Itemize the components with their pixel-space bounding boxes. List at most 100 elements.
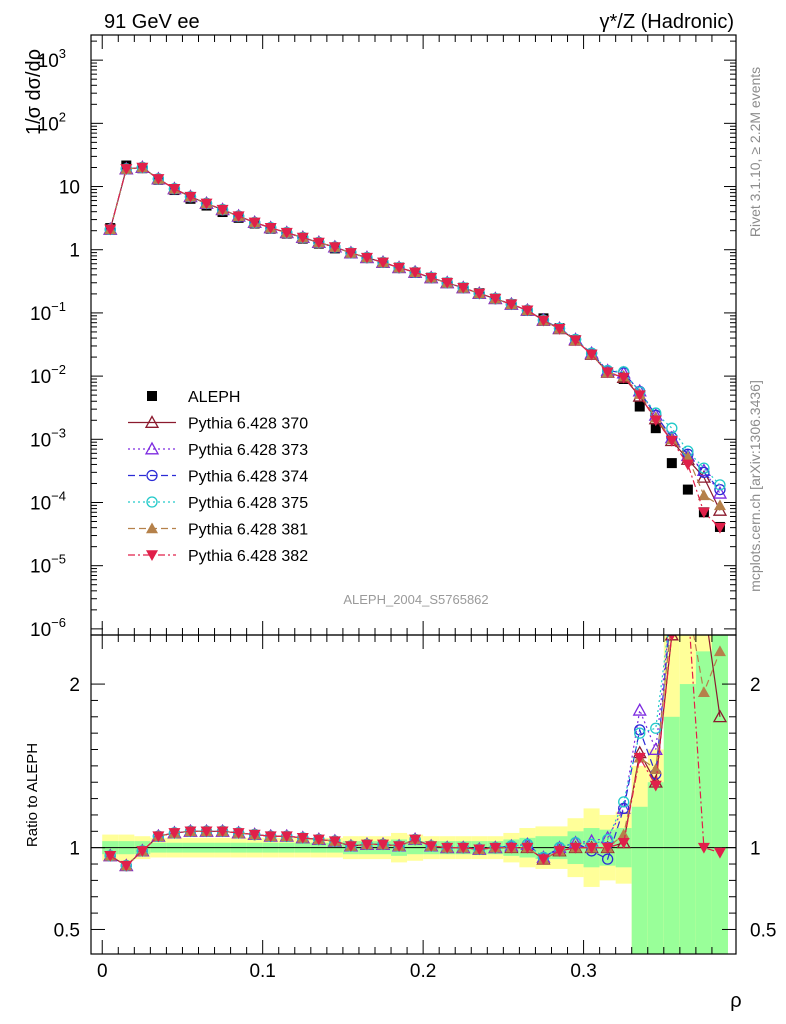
- ratio-data-point: [457, 842, 470, 854]
- ratio-panel-series: [103, 635, 728, 872]
- legend-marker: [146, 550, 158, 561]
- green-band-bin: [679, 684, 696, 954]
- data-point: [650, 423, 661, 434]
- ratio-panel-ticks: 0 0.1 0.2 0.3 0.5 0.5 1 1 2 2: [54, 635, 776, 982]
- data-point: [360, 252, 373, 264]
- data-point: [617, 372, 630, 384]
- ratio-series-line: [109, 635, 721, 867]
- y-tick-label: 10−6: [30, 615, 66, 641]
- data-point: [585, 349, 598, 361]
- ratio-data-point: [648, 742, 663, 755]
- data-point: [264, 223, 277, 234]
- data-point: [553, 324, 566, 335]
- ratio-data-point: [248, 829, 261, 841]
- ratio-data-point: [425, 841, 438, 853]
- data-point: [666, 458, 677, 469]
- ratio-data-point: [120, 860, 133, 872]
- ratio-data-point: [377, 839, 390, 851]
- green-band-bin: [695, 651, 712, 954]
- data-point: [634, 401, 645, 412]
- legend: ALEPH Pythia 6.428 370 Pythia 6.428 373 Pyt…: [128, 389, 308, 565]
- data-point: [296, 232, 309, 244]
- main-panel-series: [103, 160, 728, 534]
- ratio-data-point: [200, 826, 213, 838]
- data-point: [505, 299, 518, 311]
- ratio-y-tick-label-right: 1: [750, 839, 761, 860]
- ratio-data-point: [409, 834, 422, 846]
- legend-item-pythia-6-428-373: Pythia 6.428 373: [128, 441, 308, 459]
- data-point: [665, 435, 678, 447]
- legend-item-pythia-6-428-370: Pythia 6.428 370: [128, 415, 308, 433]
- ratio-data-point: [649, 763, 662, 774]
- data-point: [280, 227, 293, 239]
- ratio-data-point: [328, 836, 341, 848]
- legend-label: Pythia 6.428 374: [188, 469, 308, 486]
- series-line: [109, 166, 721, 486]
- y-tick-label: 10−1: [30, 299, 66, 325]
- ratio-uncertainty-bands: [91, 635, 736, 954]
- data-point: [425, 272, 438, 284]
- ratio-data-point: [505, 842, 518, 854]
- y-tick-label: 10−5: [30, 552, 66, 578]
- x-tick-label: 0.1: [249, 961, 275, 982]
- ratio-data-point: [618, 796, 630, 808]
- data-point: [633, 390, 646, 402]
- legend-item-pythia-6-428-381: Pythia 6.428 381: [128, 522, 308, 539]
- ratio-data-point: [569, 842, 582, 854]
- legend-item-pythia-6-428-375: Pythia 6.428 375: [128, 495, 308, 512]
- data-point: [168, 184, 181, 195]
- y-tick-label: 10−4: [30, 488, 66, 514]
- data-point: [409, 267, 422, 279]
- legend-marker: [147, 391, 157, 401]
- ratio-data-point: [713, 847, 726, 859]
- green-band-bin: [647, 782, 664, 954]
- ratio-y-axis-label: Ratio to ALEPH: [24, 743, 41, 847]
- data-point: [120, 164, 133, 175]
- data-point: [489, 293, 502, 305]
- series-pythia-6-428-382: [104, 162, 726, 534]
- data-point: [104, 224, 117, 236]
- data-point: [649, 415, 662, 427]
- ratio-data-point: [152, 831, 165, 843]
- data-point: [457, 282, 470, 294]
- data-point: [681, 459, 694, 471]
- data-point: [521, 305, 534, 317]
- ratio-data-point: [104, 851, 117, 862]
- data-point: [601, 367, 614, 379]
- legend-marker: [144, 441, 160, 455]
- ratio-data-point: [296, 833, 309, 844]
- ratio-data-point: [393, 841, 406, 853]
- ratio-data-point: [713, 645, 726, 657]
- ratio-data-point: [441, 842, 454, 854]
- left-title: 91 GeV ee: [104, 11, 200, 33]
- ratio-data-point: [280, 831, 293, 843]
- data-point: [681, 451, 694, 463]
- ratio-data-point: [697, 842, 710, 854]
- right-title: γ*/Z (Hadronic): [600, 11, 734, 33]
- legend-item-pythia-6-428-374: Pythia 6.428 374: [128, 469, 308, 486]
- data-point: [682, 484, 693, 495]
- data-point: [696, 463, 712, 477]
- data-point: [248, 217, 261, 229]
- data-point: [697, 507, 710, 519]
- series-line: [109, 166, 721, 529]
- ratio-data-point: [264, 831, 277, 843]
- main-y-axis-label: 1/σ dσ/dρ: [23, 49, 45, 135]
- legend-label: Pythia 6.428 375: [188, 495, 308, 512]
- ratio-data-point: [553, 846, 566, 857]
- ratio-data-point: [617, 837, 630, 849]
- data-point: [200, 198, 213, 210]
- y-tick-label: 10−2: [30, 362, 66, 388]
- green-band-bin: [631, 806, 648, 954]
- legend-label: ALEPH: [188, 389, 240, 406]
- legend-label: Pythia 6.428 373: [188, 442, 308, 459]
- legend-item-aleph: ALEPH: [147, 389, 240, 406]
- ratio-data-point: [537, 854, 550, 866]
- analysis-label: ALEPH_2004_S5765862: [343, 592, 488, 607]
- data-point: [344, 248, 357, 259]
- data-point: [666, 422, 678, 434]
- data-point: [232, 211, 245, 223]
